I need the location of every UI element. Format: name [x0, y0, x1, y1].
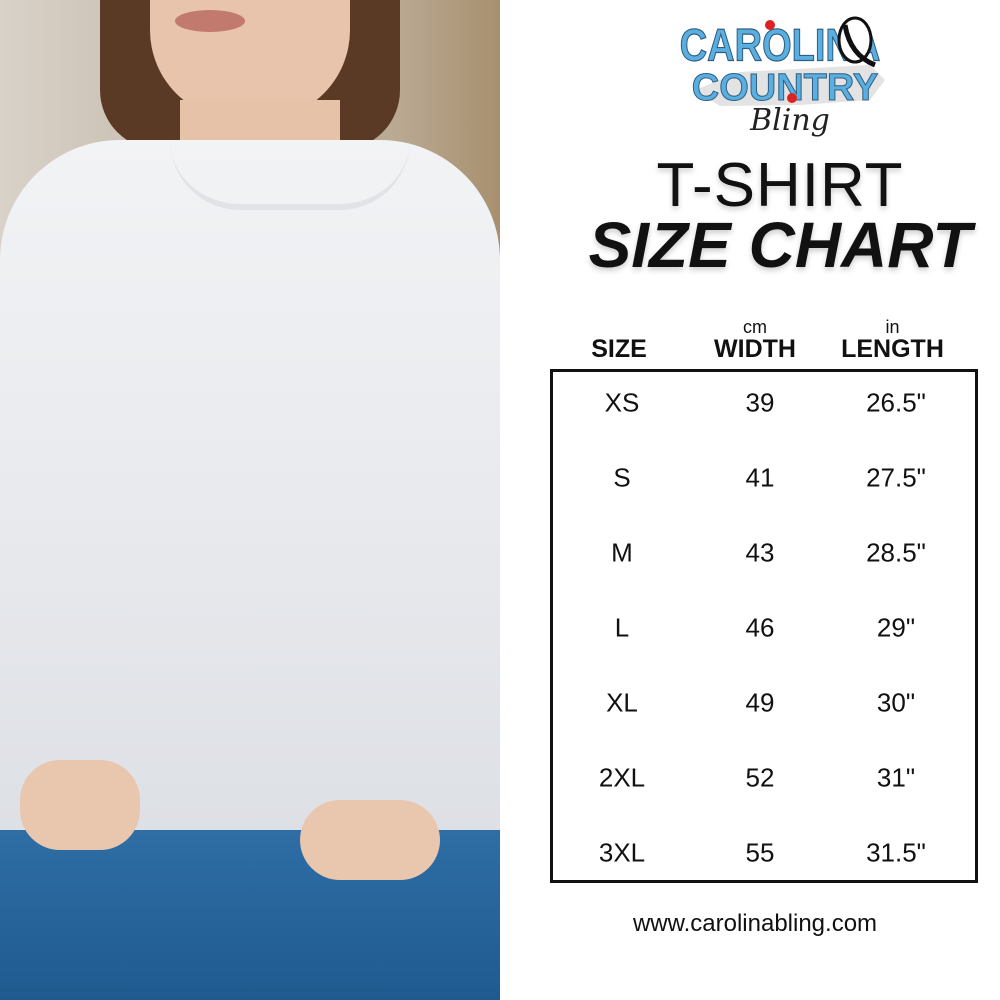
cell-size: XL	[606, 687, 638, 718]
cell-length: 27.5"	[866, 462, 926, 493]
website-url: www.carolinabling.com	[632, 910, 878, 937]
header-size: SIZE	[560, 318, 678, 362]
title-tshirt: T-SHIRT	[656, 151, 904, 220]
header-unit: cm	[743, 317, 767, 337]
right-hand	[300, 800, 440, 880]
cell-size: M	[611, 537, 633, 568]
svg-text:Bling: Bling	[749, 103, 830, 138]
white-tshirt	[0, 140, 500, 860]
svg-text:COUNTRY: COUNTRY	[692, 67, 878, 109]
cell-width: 43	[745, 537, 775, 568]
header-label: LENGTH	[841, 335, 944, 363]
header-width: cm WIDTH	[690, 318, 820, 362]
header-unit	[560, 318, 678, 336]
header-length: in LENGTH	[825, 318, 960, 362]
size-table: XS 39 26.5" S 41 27.5" M 43 28.5" L 46 29" XL 49 30" 2X…	[550, 369, 978, 883]
header-label: SIZE	[591, 335, 647, 363]
header-unit: in	[885, 317, 900, 337]
cell-width: 41	[745, 462, 775, 493]
cell-size: 2XL	[598, 762, 646, 793]
cell-length: 28.5"	[866, 537, 926, 568]
lips	[175, 10, 245, 32]
cell-length: 26.5"	[866, 387, 926, 418]
header-label: WIDTH	[714, 335, 796, 363]
cell-width: 52	[745, 762, 775, 793]
model-photo	[0, 0, 500, 1000]
cell-size: S	[613, 462, 631, 493]
cell-length: 29"	[876, 612, 916, 643]
cell-size: XS	[604, 387, 640, 418]
cell-size: L	[614, 612, 630, 643]
cell-size: 3XL	[598, 837, 646, 868]
tshirt-collar	[170, 140, 410, 210]
left-hand	[20, 760, 140, 850]
cell-width: 55	[745, 837, 775, 868]
cell-length: 31.5"	[866, 837, 926, 868]
cell-width: 46	[745, 612, 775, 643]
carolina-country-bling-logo: CAROLINA COUNTRY Bling	[680, 16, 885, 138]
cell-width: 49	[745, 687, 775, 718]
cell-length: 30"	[876, 687, 916, 718]
cell-length: 31"	[876, 762, 916, 793]
title-size-chart: SIZE CHART	[588, 209, 972, 281]
cell-width: 39	[745, 387, 775, 418]
